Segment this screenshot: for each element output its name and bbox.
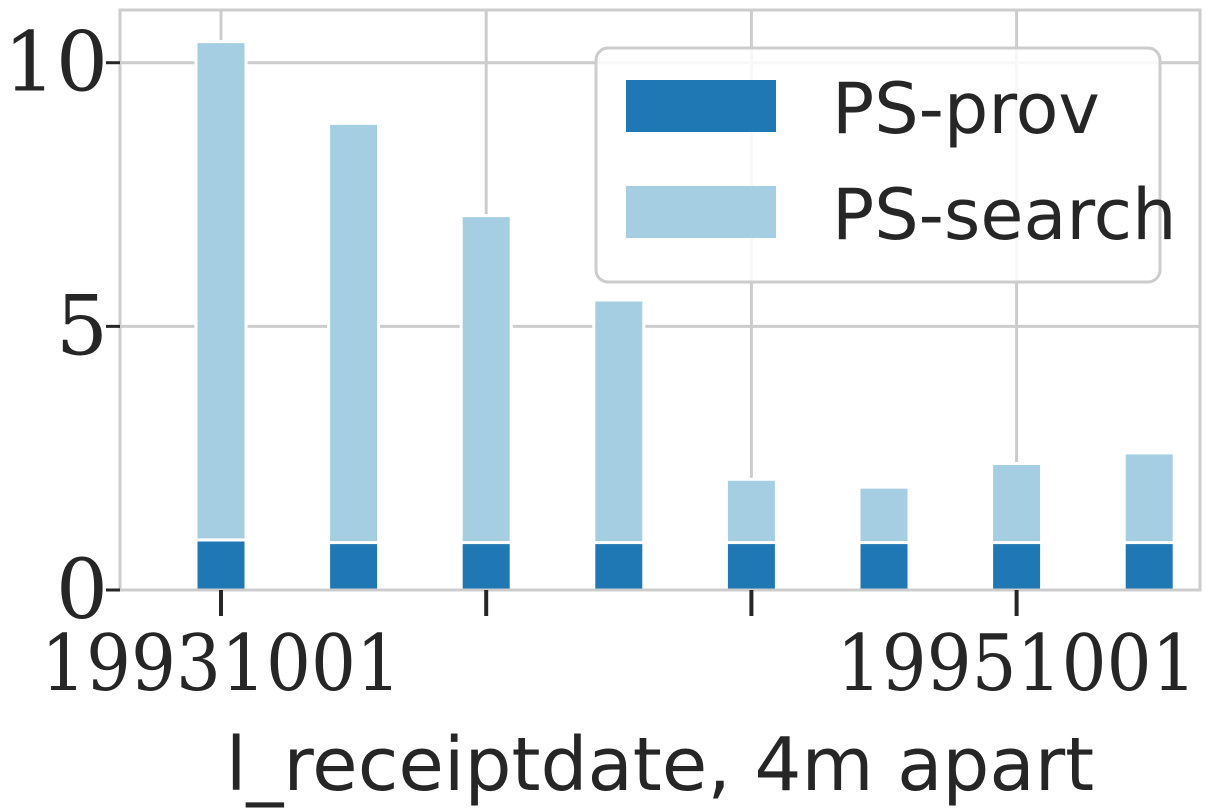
y-tick-label: 5 xyxy=(56,279,108,374)
x-axis-label: l_receiptdate, 4m apart xyxy=(226,722,1094,808)
bar-ps-search-6 xyxy=(990,461,1044,545)
y-tick-label: 0 xyxy=(56,543,108,638)
bar-ps-prov-2 xyxy=(459,541,513,592)
legend-label-ps-search: PS-search xyxy=(832,174,1176,256)
y-tick-label: 10 xyxy=(4,16,108,111)
x-tick-label: 19951001 xyxy=(837,619,1197,709)
bar-ps-search-4 xyxy=(724,477,778,545)
bar-ps-prov-7 xyxy=(1122,541,1176,592)
bar-ps-search-7 xyxy=(1122,451,1176,545)
bar-ps-prov-6 xyxy=(990,541,1044,592)
bars xyxy=(194,40,1176,592)
legend-swatch-ps-prov xyxy=(626,80,776,132)
legend-swatch-ps-search xyxy=(626,186,776,238)
x-tick-label: 19931001 xyxy=(41,619,401,709)
plot-frame xyxy=(118,8,1202,592)
axis-ticks: 0 5 10 19931001 19951001 xyxy=(4,16,1197,709)
bar-ps-prov-1 xyxy=(327,541,381,592)
bar-ps-prov-4 xyxy=(724,541,778,592)
legend: PS-prov PS-search xyxy=(594,46,1176,284)
bar-ps-prov-3 xyxy=(592,541,646,592)
bar-ps-search-5 xyxy=(857,485,911,545)
bar-ps-prov-5 xyxy=(857,541,911,592)
bar-ps-search-3 xyxy=(592,298,646,545)
bar-ps-search-0 xyxy=(194,40,248,542)
bar-ps-search-2 xyxy=(459,214,513,545)
bar-ps-prov-0 xyxy=(194,538,248,592)
bar-ps-search-1 xyxy=(327,121,381,545)
legend-label-ps-prov: PS-prov xyxy=(832,68,1100,150)
